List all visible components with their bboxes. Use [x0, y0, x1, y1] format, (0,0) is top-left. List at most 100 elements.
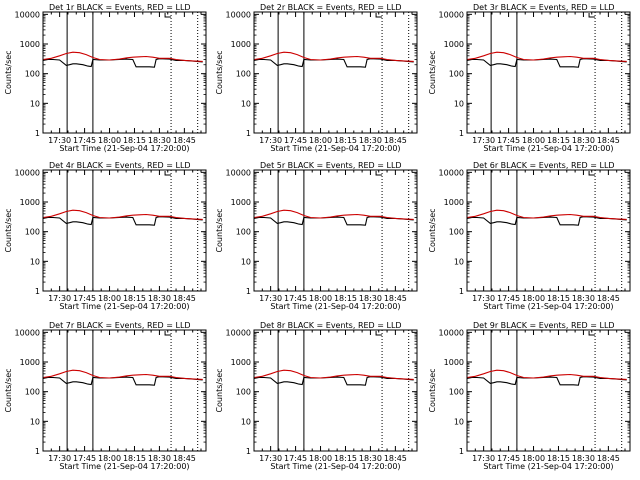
- y-tick-label: 10000: [226, 168, 251, 177]
- x-axis-label: Start Time (21-Sep-04 17:20:00): [270, 144, 400, 153]
- y-tick-label: 10000: [15, 168, 40, 177]
- y-axis-label: Counts/sec: [428, 50, 437, 94]
- x-tick-label: 18:15: [334, 294, 357, 303]
- plot-frame: [42, 169, 207, 292]
- plot-frame: [466, 11, 631, 134]
- y-tick-label: 1: [459, 287, 464, 296]
- x-tick-label: 18:15: [123, 454, 146, 463]
- x-tick-label: 17:30: [259, 136, 282, 145]
- attenuator-bracket: [164, 331, 172, 336]
- y-tick-label: 100: [236, 388, 251, 397]
- y-tick-label: 10000: [226, 10, 251, 19]
- x-tick-label: 18:30: [359, 136, 382, 145]
- x-tick-label: 18:15: [334, 136, 357, 145]
- x-tick-label: 18:15: [547, 294, 570, 303]
- y-tick-label: 1: [459, 129, 464, 138]
- x-tick-label: 18:45: [384, 454, 407, 463]
- attenuator-bracket: [588, 331, 596, 336]
- x-tick-label: 18:00: [522, 454, 545, 463]
- x-tick-label: 17:45: [73, 294, 96, 303]
- y-tick-label: 1: [35, 129, 40, 138]
- y-tick-label: 10: [30, 417, 40, 426]
- y-tick-label: 100: [449, 70, 464, 79]
- y-tick-label: 1: [246, 287, 251, 296]
- y-tick-label: 1000: [20, 40, 40, 49]
- x-tick-label: 18:30: [359, 454, 382, 463]
- y-tick-label: 10: [30, 99, 40, 108]
- x-tick-label: 17:30: [48, 136, 71, 145]
- y-tick-label: 1000: [231, 198, 251, 207]
- x-tick-label: 18:30: [148, 136, 171, 145]
- x-tick-label: 17:45: [284, 136, 307, 145]
- x-tick-label: 17:30: [472, 454, 495, 463]
- panel-title: Det 5r BLACK = Events, RED = LLD: [260, 161, 402, 170]
- y-tick-label: 100: [449, 228, 464, 237]
- y-tick-label: 1: [246, 129, 251, 138]
- x-tick-label: 18:15: [547, 454, 570, 463]
- series-lld-line: [42, 209, 203, 220]
- y-tick-label: 10: [241, 257, 251, 266]
- x-tick-label: 17:45: [284, 454, 307, 463]
- x-tick-label: 17:30: [48, 294, 71, 303]
- y-tick-label: 10000: [15, 10, 40, 19]
- attenuator-bracket: [164, 13, 172, 18]
- x-tick-label: 18:30: [359, 294, 382, 303]
- y-axis-label: Counts/sec: [215, 50, 224, 94]
- plot-frame: [253, 11, 418, 134]
- attenuator-bracket: [375, 13, 383, 18]
- x-axis-label: Start Time (21-Sep-04 17:20:00): [59, 302, 189, 311]
- plot-frame: [466, 169, 631, 292]
- series-lld-line: [466, 51, 627, 62]
- y-axis-label: Counts/sec: [428, 368, 437, 412]
- y-tick-label: 1: [35, 287, 40, 296]
- y-tick-label: 1000: [20, 358, 40, 367]
- panel-8: Det 8r BLACK = Events, RED = LLD Counts/s…: [215, 321, 418, 471]
- y-tick-label: 1: [246, 447, 251, 456]
- panel-5: Det 5r BLACK = Events, RED = LLD Counts/s…: [215, 161, 418, 311]
- x-tick-label: 18:15: [123, 136, 146, 145]
- x-tick-label: 18:30: [148, 294, 171, 303]
- x-tick-label: 18:30: [572, 454, 595, 463]
- x-tick-label: 18:00: [522, 294, 545, 303]
- x-tick-label: 18:00: [98, 454, 121, 463]
- x-tick-label: 17:45: [73, 136, 96, 145]
- y-tick-label: 10: [454, 257, 464, 266]
- x-tick-label: 18:00: [309, 454, 332, 463]
- panel-4: Det 4r BLACK = Events, RED = LLD Counts/s…: [4, 161, 207, 311]
- x-tick-label: 18:45: [173, 294, 196, 303]
- y-tick-label: 100: [25, 228, 40, 237]
- series-lld-line: [466, 369, 627, 380]
- y-tick-label: 10000: [439, 168, 464, 177]
- y-axis-label: Counts/sec: [4, 368, 13, 412]
- x-tick-label: 17:45: [497, 294, 520, 303]
- x-tick-label: 17:45: [73, 454, 96, 463]
- attenuator-bracket: [588, 13, 596, 18]
- y-axis-label: Counts/sec: [215, 368, 224, 412]
- y-tick-label: 1000: [444, 40, 464, 49]
- y-tick-label: 100: [25, 70, 40, 79]
- x-tick-label: 17:30: [48, 454, 71, 463]
- x-tick-label: 18:00: [522, 136, 545, 145]
- y-tick-label: 100: [449, 388, 464, 397]
- x-tick-label: 18:00: [309, 294, 332, 303]
- panel-title: Det 1r BLACK = Events, RED = LLD: [49, 3, 191, 12]
- panel-6: Det 6r BLACK = Events, RED = LLD Counts/s…: [428, 161, 631, 311]
- x-tick-label: 18:30: [148, 454, 171, 463]
- x-axis-label: Start Time (21-Sep-04 17:20:00): [59, 144, 189, 153]
- x-tick-label: 18:15: [334, 454, 357, 463]
- y-tick-label: 10000: [15, 328, 40, 337]
- y-tick-label: 1000: [444, 358, 464, 367]
- x-tick-label: 18:15: [547, 136, 570, 145]
- series-lld-line: [42, 51, 203, 62]
- x-tick-label: 18:45: [597, 294, 620, 303]
- panel-title: Det 8r BLACK = Events, RED = LLD: [260, 321, 402, 330]
- y-tick-label: 1000: [231, 40, 251, 49]
- panel-9: Det 9r BLACK = Events, RED = LLD Counts/s…: [428, 321, 631, 471]
- series-lld-line: [42, 369, 203, 380]
- y-tick-label: 1: [35, 447, 40, 456]
- x-tick-label: 18:30: [572, 294, 595, 303]
- y-tick-label: 100: [25, 388, 40, 397]
- x-tick-label: 18:00: [309, 136, 332, 145]
- x-tick-label: 18:00: [98, 136, 121, 145]
